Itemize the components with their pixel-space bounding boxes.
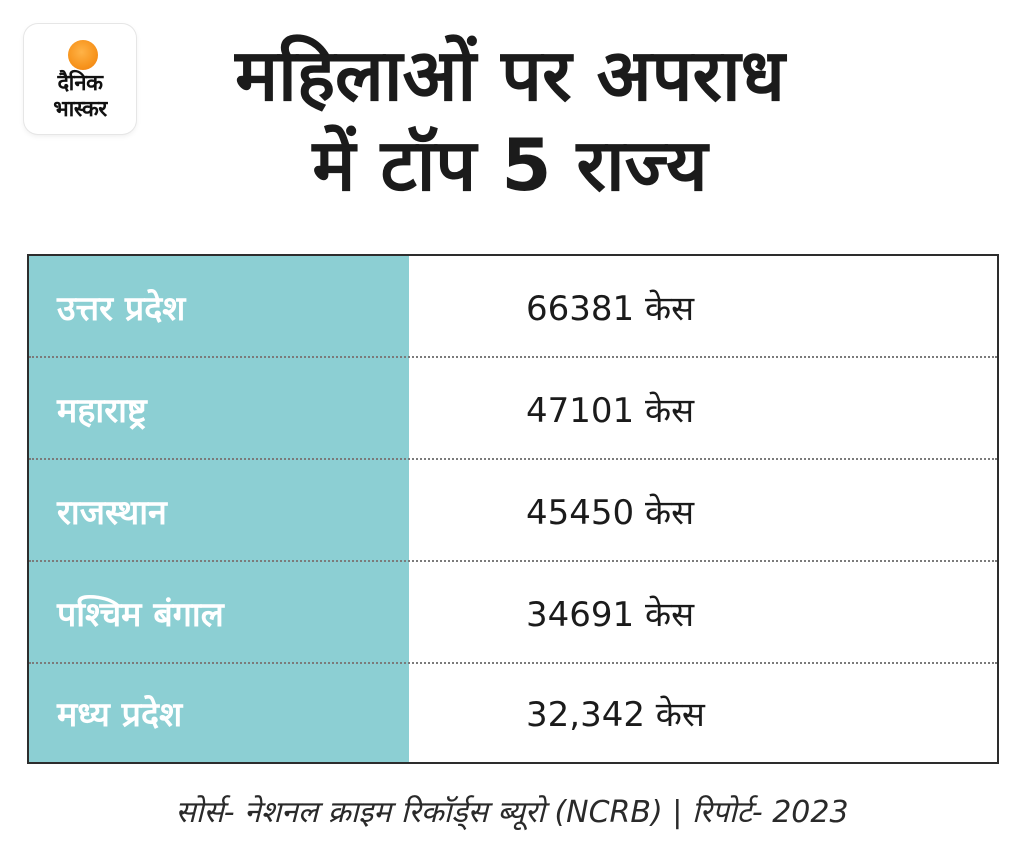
logo-text-line1: दैनिक	[57, 71, 104, 96]
case-count: 34691 केस	[526, 595, 695, 635]
logo-text-line2: भास्कर	[53, 97, 107, 122]
case-count: 45450 केस	[526, 493, 695, 533]
state-name: महाराष्ट्र	[57, 391, 147, 431]
page-title: महिलाओं पर अपराध में टॉप 5 राज्य	[150, 30, 870, 210]
case-count: 47101 केस	[526, 391, 695, 431]
state-name: राजस्थान	[57, 493, 167, 533]
table-row: राजस्थान 45450 केस	[29, 460, 997, 562]
state-name: पश्चिम बंगाल	[57, 595, 224, 635]
sun-icon	[68, 40, 98, 70]
case-count: 32,342 केस	[526, 695, 705, 735]
row-divider	[29, 458, 997, 460]
title-line1: महिलाओं पर अपराध	[235, 33, 785, 117]
dainik-bhaskar-logo: दैनिक भास्कर	[24, 24, 136, 134]
state-column-background	[29, 256, 409, 762]
table-row: पश्चिम बंगाल 34691 केस	[29, 562, 997, 664]
row-divider	[29, 560, 997, 562]
state-name: उत्तर प्रदेश	[57, 289, 186, 329]
title-line2: में टॉप 5 राज्य	[312, 123, 708, 207]
table-row: महाराष्ट्र 47101 केस	[29, 358, 997, 460]
source-footer: सोर्स- नेशनल क्राइम रिकॉर्ड्स ब्यूरो (NC…	[175, 795, 849, 830]
state-name: मध्य प्रदेश	[57, 695, 183, 735]
table-row: उत्तर प्रदेश 66381 केस	[29, 256, 997, 358]
case-count: 66381 केस	[526, 289, 695, 329]
row-divider	[29, 356, 997, 358]
row-divider	[29, 662, 997, 664]
crime-table: उत्तर प्रदेश 66381 केस महाराष्ट्र 47101 …	[27, 254, 999, 764]
table-row: मध्य प्रदेश 32,342 केस	[29, 664, 997, 762]
